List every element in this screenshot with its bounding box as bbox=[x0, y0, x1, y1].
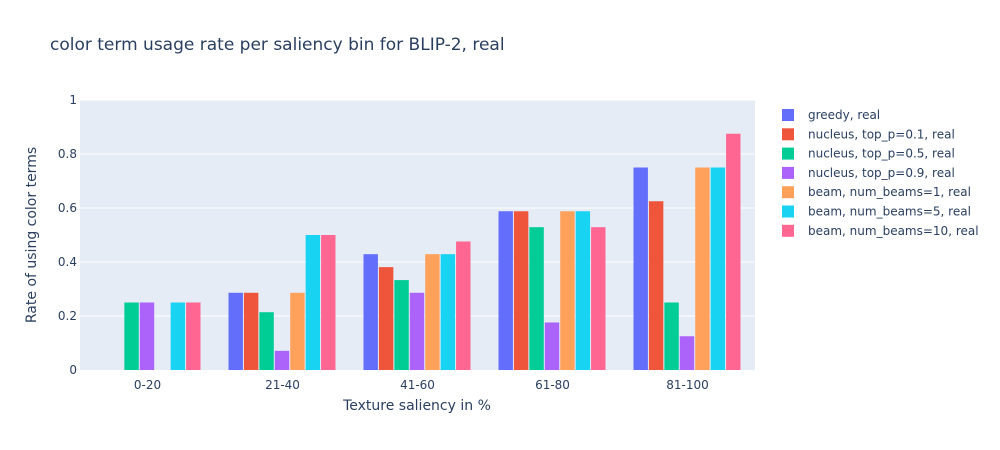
legend-swatch bbox=[782, 186, 794, 199]
bar[interactable] bbox=[305, 235, 321, 370]
bar[interactable] bbox=[139, 302, 155, 371]
bar[interactable] bbox=[456, 241, 471, 370]
legend-swatch bbox=[782, 128, 794, 141]
bar[interactable] bbox=[575, 211, 591, 370]
y-tick-label: 0.4 bbox=[58, 255, 77, 269]
bar[interactable] bbox=[529, 227, 544, 370]
bar[interactable] bbox=[259, 312, 274, 370]
bar[interactable] bbox=[560, 211, 575, 370]
bar[interactable] bbox=[591, 227, 606, 370]
legend-label: beam, num_beams=10, real bbox=[808, 224, 979, 238]
y-axis-ticks: 0 0.2 0.4 0.6 0.8 1 bbox=[58, 93, 77, 377]
bar[interactable] bbox=[409, 292, 425, 370]
x-axis-title: Texture saliency in % bbox=[342, 398, 491, 414]
x-axis-ticks: 0-20 21-40 41-60 61-80 81-100 bbox=[134, 378, 709, 392]
bar[interactable] bbox=[648, 201, 664, 370]
bar[interactable] bbox=[679, 336, 695, 370]
bar[interactable] bbox=[170, 302, 186, 371]
x-tick-label: 41-60 bbox=[400, 378, 435, 392]
legend-label: beam, num_beams=5, real bbox=[808, 205, 971, 219]
y-tick-label: 0.2 bbox=[58, 309, 77, 323]
bar[interactable] bbox=[544, 322, 560, 370]
legend-label: beam, num_beams=1, real bbox=[808, 185, 971, 199]
x-tick-label: 61-80 bbox=[535, 378, 570, 392]
legend-label: greedy, real bbox=[808, 108, 880, 122]
bar[interactable] bbox=[363, 254, 378, 370]
chart-title: color term usage rate per saliency bin f… bbox=[50, 35, 505, 55]
x-tick-label: 0-20 bbox=[134, 378, 161, 392]
x-tick-label: 81-100 bbox=[666, 378, 709, 392]
bar[interactable] bbox=[440, 254, 456, 370]
bar[interactable] bbox=[633, 167, 648, 371]
legend-item[interactable]: nucleus, top_p=0.1, real bbox=[782, 127, 955, 141]
bar[interactable] bbox=[425, 254, 440, 370]
y-axis-title: Rate of using color terms bbox=[24, 147, 40, 323]
bar[interactable] bbox=[228, 292, 243, 370]
bar[interactable] bbox=[498, 211, 513, 370]
legend-label: nucleus, top_p=0.9, real bbox=[808, 166, 955, 180]
y-tick-label: 0.6 bbox=[58, 201, 77, 215]
bar[interactable] bbox=[321, 235, 336, 370]
legend-item[interactable]: beam, num_beams=5, real bbox=[782, 205, 971, 219]
bar[interactable] bbox=[695, 167, 710, 371]
legend-item[interactable]: nucleus, top_p=0.9, real bbox=[782, 166, 955, 180]
legend-item[interactable]: nucleus, top_p=0.5, real bbox=[782, 147, 955, 161]
bar[interactable] bbox=[243, 292, 259, 370]
legend-swatch bbox=[782, 166, 794, 179]
legend: greedy, real nucleus, top_p=0.1, real nucl… bbox=[782, 108, 979, 238]
legend-item[interactable]: beam, num_beams=10, real bbox=[782, 224, 979, 238]
bar[interactable] bbox=[378, 267, 394, 370]
legend-item[interactable]: greedy, real bbox=[782, 108, 880, 122]
legend-swatch bbox=[782, 147, 794, 160]
legend-swatch bbox=[782, 109, 794, 121]
bar[interactable] bbox=[710, 167, 726, 371]
legend-label: nucleus, top_p=0.5, real bbox=[808, 147, 955, 161]
bar[interactable] bbox=[290, 292, 305, 370]
y-tick-label: 0 bbox=[69, 363, 77, 377]
legend-item[interactable]: beam, num_beams=1, real bbox=[782, 185, 971, 199]
y-tick-label: 0.8 bbox=[58, 147, 77, 161]
bar[interactable] bbox=[274, 350, 290, 370]
bar[interactable] bbox=[394, 280, 409, 370]
bar[interactable] bbox=[726, 133, 741, 370]
legend-swatch bbox=[782, 224, 794, 237]
x-tick-label: 21-40 bbox=[265, 378, 300, 392]
legend-swatch bbox=[782, 205, 794, 218]
bar[interactable] bbox=[664, 302, 679, 371]
bar[interactable] bbox=[124, 302, 139, 371]
legend-label: nucleus, top_p=0.1, real bbox=[808, 127, 955, 141]
y-tick-label: 1 bbox=[69, 93, 77, 107]
bar[interactable] bbox=[186, 302, 201, 371]
bar[interactable] bbox=[513, 211, 529, 370]
bars bbox=[124, 133, 741, 371]
